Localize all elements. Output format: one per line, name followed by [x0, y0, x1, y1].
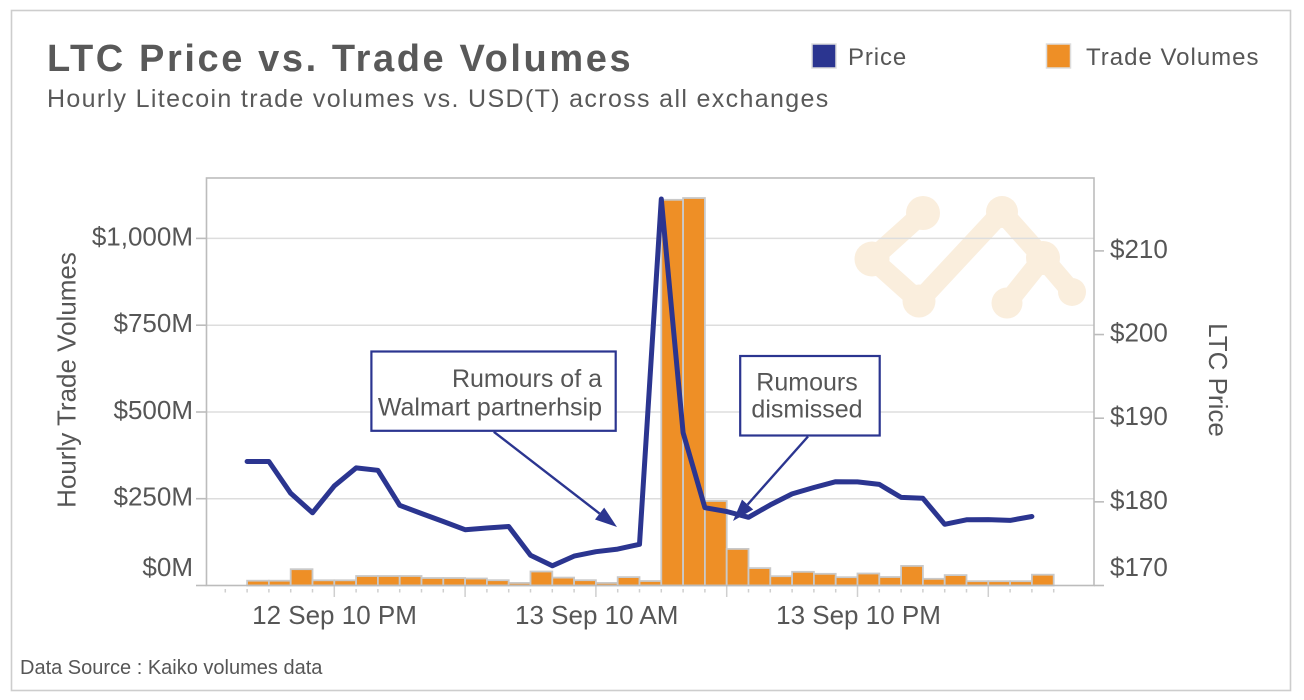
svg-text:$200: $200 — [1110, 318, 1168, 348]
svg-text:$190: $190 — [1110, 401, 1168, 431]
svg-text:12 Sep 10 PM: 12 Sep 10 PM — [252, 600, 417, 630]
svg-text:$210: $210 — [1110, 234, 1168, 264]
svg-text:Hourly Trade Volumes: Hourly Trade Volumes — [52, 252, 82, 508]
svg-text:Data Source : Kaiko volumes da: Data Source : Kaiko volumes data — [20, 657, 323, 679]
svg-text:$1,000M: $1,000M — [92, 221, 193, 251]
svg-text:$170: $170 — [1110, 552, 1168, 582]
svg-text:Rumours: Rumours — [756, 369, 857, 397]
svg-text:Rumours of a: Rumours of a — [452, 365, 602, 393]
svg-text:$180: $180 — [1110, 485, 1168, 515]
svg-text:$0M: $0M — [142, 552, 193, 582]
svg-text:Hourly Litecoin trade volumes: Hourly Litecoin trade volumes vs. USD(T)… — [47, 85, 830, 113]
svg-text:13 Sep 10 AM: 13 Sep 10 AM — [515, 600, 678, 630]
svg-text:LTC Price vs. Trade Volumes: LTC Price vs. Trade Volumes — [47, 38, 633, 80]
svg-text:Price: Price — [848, 44, 907, 71]
svg-text:dismissed: dismissed — [751, 396, 862, 424]
svg-text:13 Sep 10 PM: 13 Sep 10 PM — [776, 600, 941, 630]
svg-text:$250M: $250M — [114, 482, 194, 512]
svg-text:Trade Volumes: Trade Volumes — [1086, 44, 1260, 71]
svg-text:$750M: $750M — [114, 308, 194, 338]
svg-text:LTC Price: LTC Price — [1203, 323, 1233, 437]
svg-text:Walmart partnerhsip: Walmart partnerhsip — [378, 394, 602, 422]
svg-text:$500M: $500M — [114, 395, 194, 425]
